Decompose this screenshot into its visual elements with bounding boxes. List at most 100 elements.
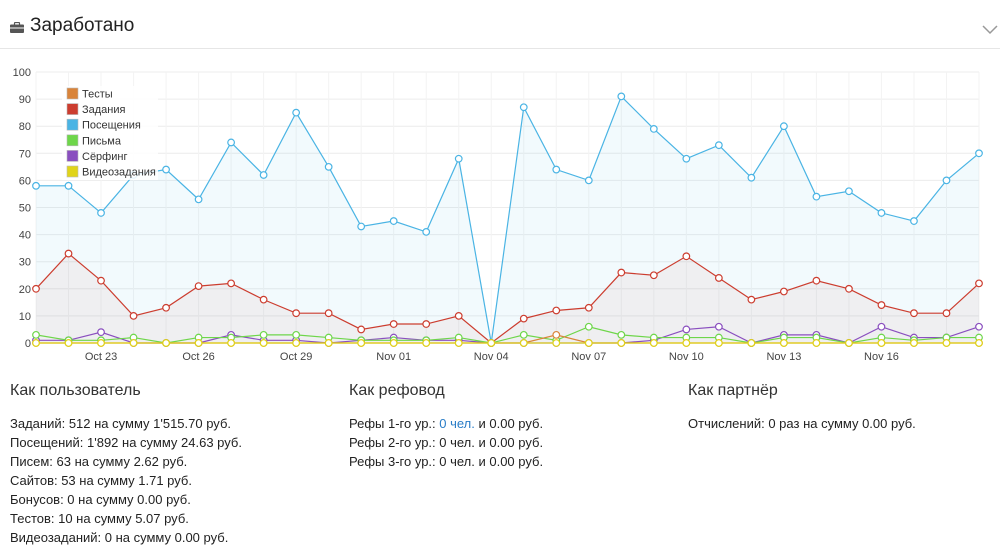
chart-legend: Тесты Задания Посещения Письма Сёрфинг Видеоз… [62, 86, 158, 180]
data-point [910, 339, 918, 347]
data-point [422, 320, 431, 328]
stats-user-line: Писем: 63 на сумму 2.62 руб. [10, 454, 188, 469]
data-point [942, 309, 951, 318]
legend-swatch [66, 134, 79, 147]
series-line [35, 252, 980, 344]
data-point [649, 271, 658, 280]
stats-user: Как пользователь Заданий: 512 на сумму 1… [10, 380, 242, 547]
data-point [357, 325, 366, 334]
data-point [292, 339, 301, 347]
data-point [519, 103, 528, 112]
x-tick-label: Nov 01 [376, 351, 411, 363]
data-point [877, 322, 886, 331]
data-point [714, 141, 723, 150]
legend-swatch [66, 165, 79, 178]
ref-level-1-link[interactable]: 0 чел. [439, 416, 475, 431]
stats-user-title: Как пользователь [10, 382, 141, 399]
data-point [97, 209, 105, 217]
x-tick-label: Oct 29 [280, 351, 312, 363]
data-point [682, 325, 691, 334]
data-point [454, 339, 463, 347]
data-point [259, 171, 268, 179]
data-point [584, 339, 593, 347]
data-point [519, 330, 528, 339]
legend-swatch [66, 118, 79, 131]
series-line [35, 326, 979, 344]
data-point [227, 138, 236, 147]
data-point [194, 339, 203, 347]
x-tick-label: Nov 07 [571, 351, 606, 363]
data-point [454, 311, 463, 320]
data-point [357, 222, 366, 231]
stats-user-line: Видеозаданий: 0 на сумму 0.00 руб. [10, 530, 229, 545]
data-point [97, 328, 105, 337]
data-point [389, 320, 398, 328]
chevron-down-icon[interactable] [982, 25, 998, 35]
series-area [36, 253, 979, 343]
data-point [519, 314, 528, 323]
y-tick-label: 50 [19, 203, 31, 215]
ref-level-3-amount: 0 чел. и 0.00 руб. [439, 454, 544, 469]
stats-referrer-title: Как рефовод [349, 382, 445, 399]
data-point [649, 339, 658, 347]
y-tick-label: 60 [19, 175, 31, 187]
data-point [975, 339, 983, 347]
data-point [454, 154, 463, 163]
briefcase-icon [10, 22, 24, 33]
data-point [975, 279, 983, 288]
data-point [324, 339, 333, 347]
y-tick-label: 90 [19, 94, 31, 106]
legend-background [62, 86, 158, 180]
data-point [682, 252, 691, 261]
data-point [64, 249, 73, 258]
y-tick-label: 40 [19, 230, 31, 242]
data-point [845, 187, 853, 196]
data-point [942, 339, 951, 347]
data-point [552, 339, 561, 347]
legend-swatch [66, 87, 79, 100]
legend-label: Задания [82, 104, 126, 116]
y-tick-label: 70 [19, 148, 31, 160]
data-point [389, 217, 398, 225]
x-tick-label: Nov 16 [864, 351, 899, 363]
stats-partner: Как партнёр Отчислений: 0 раз на сумму 0… [688, 380, 916, 433]
data-point [617, 92, 626, 101]
data-point [194, 282, 203, 290]
data-point [617, 268, 626, 277]
earnings-chart: 0 10 20 30 40 50 60 70 80 90 100 Oct 23 Oct 26 Oct 29… [13, 67, 983, 363]
data-point [975, 322, 983, 331]
series-area [36, 96, 979, 343]
data-point [259, 339, 268, 347]
data-point [714, 274, 723, 282]
data-point [64, 181, 73, 190]
data-point [910, 309, 918, 318]
data-point [487, 339, 496, 347]
x-tick-label: Nov 04 [474, 351, 509, 363]
data-point [747, 173, 756, 182]
data-point [584, 303, 593, 312]
data-point [259, 330, 268, 339]
data-point [519, 339, 528, 347]
legend-label: Письма [82, 135, 122, 147]
data-point [942, 176, 951, 185]
data-point [779, 287, 788, 296]
y-tick-label: 0 [25, 338, 31, 350]
data-point [682, 339, 691, 347]
legend-swatch [66, 103, 79, 115]
data-point [162, 303, 170, 312]
data-point [552, 306, 561, 315]
data-point [422, 227, 431, 236]
data-point [779, 339, 788, 347]
legend-label: Тесты [82, 89, 113, 101]
stats-user-line: Посещений: 1'892 на сумму 24.63 руб. [10, 435, 242, 450]
legend-label: Видеозадания [82, 167, 156, 179]
data-point [812, 192, 821, 201]
legend-label: Посещения [82, 120, 141, 132]
data-point [845, 284, 853, 293]
stats-referrer-line: Рефы 1-го ур.: 0 чел. и 0.00 руб. [349, 414, 543, 433]
data-point [845, 339, 853, 347]
stats-partner-title: Как партнёр [688, 382, 778, 399]
data-point [32, 339, 40, 347]
data-point [682, 154, 691, 163]
stats-user-line: Заданий: 512 на сумму 1'515.70 руб. [10, 416, 232, 431]
